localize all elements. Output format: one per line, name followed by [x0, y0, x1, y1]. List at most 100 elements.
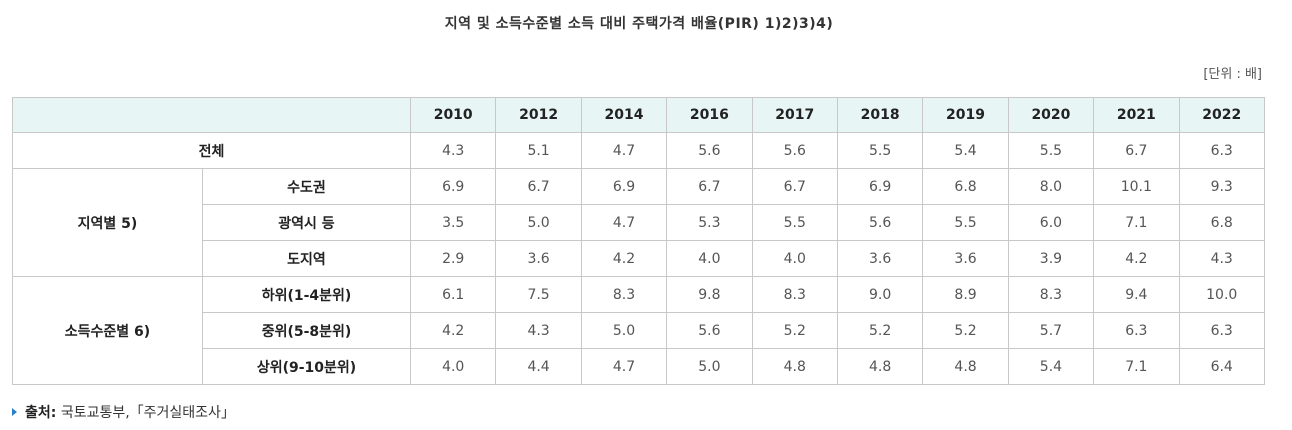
table-cell: 6.8 — [922, 168, 1009, 205]
table-cell: 4.3 — [409, 132, 497, 169]
table-cell: 5.5 — [922, 204, 1009, 241]
year-header: 2010 — [409, 97, 497, 133]
table-cell: 4.3 — [495, 312, 582, 349]
source-note: 출처: 국토교통부,「주거실태조사」 — [12, 402, 235, 422]
source-text: 국토교통부,「주거실태조사」 — [60, 405, 235, 421]
year-header: 2018 — [836, 97, 924, 133]
row-label: 광역시 등 — [202, 204, 411, 241]
table-cell: 6.3 — [1178, 312, 1265, 349]
table-cell: 3.6 — [495, 240, 582, 277]
table-cell: 4.8 — [836, 348, 924, 385]
triangle-bullet-icon — [12, 408, 17, 416]
table-cell: 8.3 — [580, 276, 668, 313]
table-cell: 6.9 — [836, 168, 924, 205]
table-cell: 5.1 — [495, 132, 582, 169]
table-cell: 5.0 — [666, 348, 753, 385]
table-cell: 6.3 — [1093, 312, 1180, 349]
header-blank-cell — [12, 97, 411, 133]
table-cell: 9.0 — [836, 276, 924, 313]
table-cell: 5.5 — [1007, 132, 1095, 169]
year-header: 2016 — [666, 97, 753, 133]
page-title: 지역 및 소득수준별 소득 대비 주택가격 배율(PIR) 1)2)3)4) — [444, 16, 834, 32]
year-header: 2019 — [922, 97, 1009, 133]
table-cell: 5.3 — [666, 204, 753, 241]
table-cell: 9.4 — [1093, 276, 1180, 313]
table-cell: 4.2 — [580, 240, 668, 277]
table-cell: 6.7 — [666, 168, 753, 205]
year-header: 2017 — [751, 97, 838, 133]
table-cell: 5.5 — [751, 204, 838, 241]
table-cell: 5.2 — [922, 312, 1009, 349]
table-cell: 4.2 — [409, 312, 497, 349]
unit-label: [단위 : 배] — [1203, 67, 1262, 82]
table-cell: 8.9 — [922, 276, 1009, 313]
table-cell: 4.7 — [580, 204, 668, 241]
table-cell: 4.0 — [666, 240, 753, 277]
table-cell: 7.1 — [1093, 348, 1180, 385]
year-header: 2021 — [1093, 97, 1180, 133]
row-label: 하위(1-4분위) — [202, 276, 411, 313]
table-cell: 6.9 — [409, 168, 497, 205]
group-label-income: 소득수준별 6) — [12, 276, 203, 385]
table-cell: 6.7 — [495, 168, 582, 205]
year-header: 2020 — [1007, 97, 1095, 133]
table-cell: 9.8 — [666, 276, 753, 313]
table-cell: 5.0 — [580, 312, 668, 349]
table-cell: 5.6 — [751, 132, 838, 169]
table-cell: 4.7 — [580, 348, 668, 385]
table-cell: 8.0 — [1007, 168, 1095, 205]
table-row: 광역시 등 3.5 5.0 4.7 5.3 5.5 5.6 5.5 6.0 7.… — [13, 204, 1265, 241]
table-cell: 6.1 — [409, 276, 497, 313]
table-cell: 6.0 — [1007, 204, 1095, 241]
table-cell: 5.2 — [751, 312, 838, 349]
table-cell: 6.3 — [1178, 132, 1265, 169]
table-cell: 4.0 — [751, 240, 838, 277]
table-cell: 4.3 — [1178, 240, 1265, 277]
row-label: 상위(9-10분위) — [202, 348, 411, 385]
table-cell: 5.4 — [1007, 348, 1095, 385]
row-label: 수도권 — [202, 168, 411, 205]
year-header: 2014 — [580, 97, 668, 133]
source-label: 출처: — [25, 405, 57, 421]
table-row: 도지역 2.9 3.6 4.2 4.0 4.0 3.6 3.6 3.9 4.2 … — [13, 240, 1265, 277]
table-cell: 5.2 — [836, 312, 924, 349]
table-cell: 4.4 — [495, 348, 582, 385]
table-cell: 9.3 — [1178, 168, 1265, 205]
table-cell: 10.1 — [1093, 168, 1180, 205]
table-cell: 6.7 — [1093, 132, 1180, 169]
row-label: 도지역 — [202, 240, 411, 277]
table-cell: 7.5 — [495, 276, 582, 313]
table-cell: 4.8 — [922, 348, 1009, 385]
table-cell: 6.7 — [751, 168, 838, 205]
table-cell: 2.9 — [409, 240, 497, 277]
row-label: 중위(5-8분위) — [202, 312, 411, 349]
table-cell: 4.8 — [751, 348, 838, 385]
pir-table: 2010 2012 2014 2016 2017 2018 2019 2020 … — [12, 97, 1265, 385]
table-cell: 6.4 — [1178, 348, 1265, 385]
table-cell: 3.9 — [1007, 240, 1095, 277]
table-cell: 8.3 — [1007, 276, 1095, 313]
table-cell: 7.1 — [1093, 204, 1180, 241]
table-cell: 5.0 — [495, 204, 582, 241]
table-cell: 8.3 — [751, 276, 838, 313]
table-cell: 3.6 — [836, 240, 924, 277]
table-row: 지역별 5) 수도권 6.9 6.7 6.9 6.7 6.7 6.9 6.8 8… — [12, 168, 1265, 277]
table-cell: 5.6 — [666, 132, 753, 169]
table-cell: 5.6 — [666, 312, 753, 349]
table-cell: 5.5 — [836, 132, 924, 169]
table-row-total: 전체 4.3 5.1 4.7 5.6 5.6 5.5 5.4 5.5 6.7 6… — [12, 132, 1265, 169]
year-header: 2022 — [1178, 97, 1265, 133]
table-cell: 6.9 — [580, 168, 668, 205]
year-header: 2012 — [495, 97, 582, 133]
header-row: 2010 2012 2014 2016 2017 2018 2019 2020 … — [12, 97, 1265, 133]
table-cell: 6.8 — [1178, 204, 1265, 241]
table-cell: 4.0 — [409, 348, 497, 385]
table-row: 소득수준별 6) 하위(1-4분위) 6.1 7.5 8.3 9.8 8.3 9… — [12, 276, 1265, 385]
group-label-region: 지역별 5) — [12, 168, 203, 277]
table-cell: 4.2 — [1093, 240, 1180, 277]
table-cell: 3.5 — [409, 204, 497, 241]
table-cell: 5.7 — [1007, 312, 1095, 349]
table-cell: 3.6 — [922, 240, 1009, 277]
table-cell: 5.4 — [922, 132, 1009, 169]
table-cell: 5.6 — [836, 204, 924, 241]
